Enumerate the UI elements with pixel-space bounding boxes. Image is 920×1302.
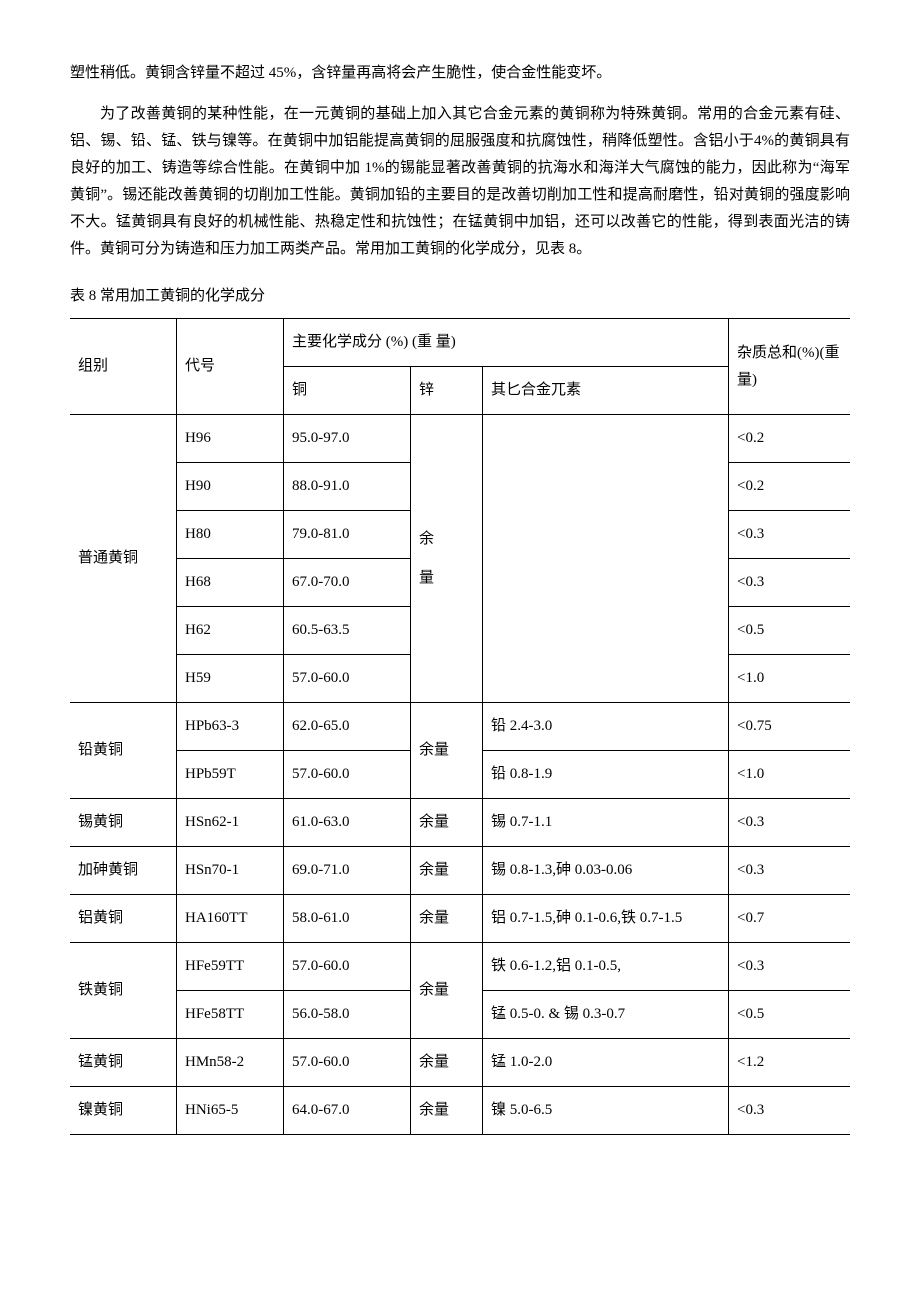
- cell-group: 锰黄铜: [70, 1039, 177, 1087]
- cell-code: H59: [177, 655, 284, 703]
- cell-cu: 79.0-81.0: [284, 511, 411, 559]
- header-other: 其匕合金兀素: [483, 367, 729, 415]
- cell-imp: <1.0: [729, 655, 851, 703]
- cell-imp: <0.3: [729, 943, 851, 991]
- cell-cu: 88.0-91.0: [284, 463, 411, 511]
- cell-imp: <1.0: [729, 751, 851, 799]
- paragraph-1: 塑性稍低。黄铜含锌量不超过 45%，含锌量再高将会产生脆性，使合金性能变坏。: [70, 60, 850, 87]
- cell-code: H80: [177, 511, 284, 559]
- cell-other: 锰 1.0-2.0: [483, 1039, 729, 1087]
- cell-imp: <1.2: [729, 1039, 851, 1087]
- cell-code: HSn62-1: [177, 799, 284, 847]
- cell-imp: <0.2: [729, 463, 851, 511]
- cell-code: H90: [177, 463, 284, 511]
- cell-zn: 余量: [411, 1087, 483, 1135]
- cell-cu: 64.0-67.0: [284, 1087, 411, 1135]
- cell-code: H96: [177, 415, 284, 463]
- cell-code: H68: [177, 559, 284, 607]
- cell-zn: 余量: [411, 895, 483, 943]
- cell-zn: 余量: [411, 415, 483, 703]
- cell-imp: <0.7: [729, 895, 851, 943]
- cell-code: HFe59TT: [177, 943, 284, 991]
- cell-code: HA160TT: [177, 895, 284, 943]
- header-row-1: 组别 代号 主要化学成分 (%) (重 量) 杂质总和(%)(重量): [70, 319, 850, 367]
- cell-other: 镍 5.0-6.5: [483, 1087, 729, 1135]
- cell-cu: 56.0-58.0: [284, 991, 411, 1039]
- table-row: 锡黄铜 HSn62-1 61.0-63.0 余量 锡 0.7-1.1 <0.3: [70, 799, 850, 847]
- cell-code: HPb63-3: [177, 703, 284, 751]
- cell-group: 锡黄铜: [70, 799, 177, 847]
- cell-imp: <0.3: [729, 511, 851, 559]
- table-row: 锰黄铜 HMn58-2 57.0-60.0 余量 锰 1.0-2.0 <1.2: [70, 1039, 850, 1087]
- cell-code: HMn58-2: [177, 1039, 284, 1087]
- cell-imp: <0.5: [729, 991, 851, 1039]
- cell-imp: <0.75: [729, 703, 851, 751]
- cell-cu: 61.0-63.0: [284, 799, 411, 847]
- cell-cu: 57.0-60.0: [284, 1039, 411, 1087]
- header-main: 主要化学成分 (%) (重 量): [284, 319, 729, 367]
- cell-cu: 57.0-60.0: [284, 943, 411, 991]
- brass-composition-table: 组别 代号 主要化学成分 (%) (重 量) 杂质总和(%)(重量) 铜 锌 其…: [70, 318, 850, 1135]
- cell-imp: <0.3: [729, 847, 851, 895]
- cell-cu: 57.0-60.0: [284, 751, 411, 799]
- cell-other: 铅 0.8-1.9: [483, 751, 729, 799]
- cell-group: 镍黄铜: [70, 1087, 177, 1135]
- paragraph-2: 为了改善黄铜的某种性能，在一元黄铜的基础上加入其它合金元素的黄铜称为特殊黄铜。常…: [70, 101, 850, 263]
- cell-code: HPb59T: [177, 751, 284, 799]
- cell-group: 加砷黄铜: [70, 847, 177, 895]
- table-row: 铁黄铜 HFe59TT 57.0-60.0 余量 铁 0.6-1.2,铝 0.1…: [70, 943, 850, 991]
- table-row: 加砷黄铜 HSn70-1 69.0-71.0 余量 锡 0.8-1.3,砷 0.…: [70, 847, 850, 895]
- cell-cu: 69.0-71.0: [284, 847, 411, 895]
- cell-other: 锰 0.5-0. & 锡 0.3-0.7: [483, 991, 729, 1039]
- table-row: 铝黄铜 HA160TT 58.0-61.0 余量 铝 0.7-1.5,砷 0.1…: [70, 895, 850, 943]
- cell-other: 锡 0.8-1.3,砷 0.03-0.06: [483, 847, 729, 895]
- cell-group: 铁黄铜: [70, 943, 177, 1039]
- table-row: 普通黄铜 H96 95.0-97.0 余量 <0.2: [70, 415, 850, 463]
- table-row: 铅黄铜 HPb63-3 62.0-65.0 余量 铅 2.4-3.0 <0.75: [70, 703, 850, 751]
- header-zn: 锌: [411, 367, 483, 415]
- cell-imp: <0.3: [729, 799, 851, 847]
- cell-other: 锡 0.7-1.1: [483, 799, 729, 847]
- cell-group: 普通黄铜: [70, 415, 177, 703]
- table-caption: 表 8 常用加工黄铜的化学成分: [70, 283, 850, 310]
- cell-cu: 57.0-60.0: [284, 655, 411, 703]
- header-cu: 铜: [284, 367, 411, 415]
- cell-zn: 余量: [411, 1039, 483, 1087]
- cell-other: 铅 2.4-3.0: [483, 703, 729, 751]
- cell-cu: 62.0-65.0: [284, 703, 411, 751]
- cell-zn: 余量: [411, 799, 483, 847]
- header-code: 代号: [177, 319, 284, 415]
- cell-code: HSn70-1: [177, 847, 284, 895]
- cell-imp: <0.5: [729, 607, 851, 655]
- cell-zn: 余量: [411, 847, 483, 895]
- cell-code: HNi65-5: [177, 1087, 284, 1135]
- cell-cu: 58.0-61.0: [284, 895, 411, 943]
- cell-group: 铅黄铜: [70, 703, 177, 799]
- cell-imp: <0.3: [729, 1087, 851, 1135]
- header-impurity: 杂质总和(%)(重量): [729, 319, 851, 415]
- cell-zn: 余量: [411, 703, 483, 799]
- cell-cu: 95.0-97.0: [284, 415, 411, 463]
- cell-zn: 余量: [411, 943, 483, 1039]
- cell-other: [483, 415, 729, 703]
- cell-other: 铁 0.6-1.2,铝 0.1-0.5,: [483, 943, 729, 991]
- cell-code: H62: [177, 607, 284, 655]
- cell-cu: 67.0-70.0: [284, 559, 411, 607]
- cell-other: 铝 0.7-1.5,砷 0.1-0.6,铁 0.7-1.5: [483, 895, 729, 943]
- table-row: 镍黄铜 HNi65-5 64.0-67.0 余量 镍 5.0-6.5 <0.3: [70, 1087, 850, 1135]
- cell-imp: <0.3: [729, 559, 851, 607]
- cell-code: HFe58TT: [177, 991, 284, 1039]
- cell-imp: <0.2: [729, 415, 851, 463]
- cell-group: 铝黄铜: [70, 895, 177, 943]
- header-group: 组别: [70, 319, 177, 415]
- cell-cu: 60.5-63.5: [284, 607, 411, 655]
